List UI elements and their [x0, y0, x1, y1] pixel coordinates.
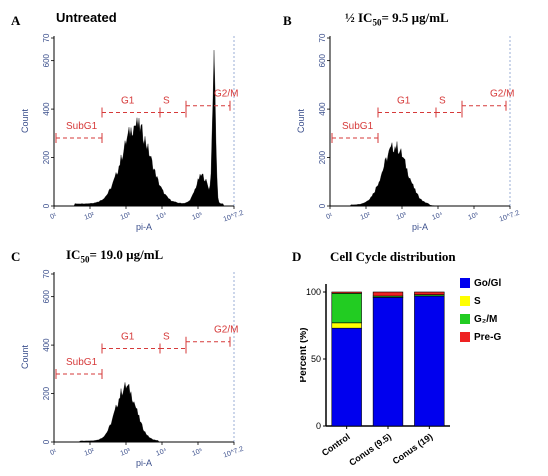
- histogram-area: [54, 50, 234, 207]
- x-tick-label: 10⁵: [467, 211, 480, 221]
- bar-segment-pre-g: [331, 291, 362, 294]
- x-axis-label: pi-A: [136, 222, 152, 232]
- y-tick-label: 0: [42, 439, 51, 444]
- y-axis-label: Count: [20, 109, 30, 134]
- legend-swatch: [460, 314, 470, 324]
- x-tick-label: 10²: [84, 447, 97, 457]
- histogram-area: [54, 382, 234, 443]
- y-axis-label: Count: [20, 345, 30, 370]
- x-tick-label: 10²: [360, 211, 373, 221]
- legend-label: Pre-G: [474, 332, 501, 343]
- y-tick-label: 70: [42, 33, 51, 42]
- panel-c-title-sub: 50: [80, 254, 90, 265]
- x-tick-label: 10⁵: [191, 211, 204, 221]
- bar-segment-go-gl: [414, 295, 445, 427]
- gate-label-s: S: [163, 96, 170, 107]
- histogram-area: [330, 141, 510, 207]
- panel-c-title-prefix: IC: [66, 247, 81, 262]
- y-axis-label: Count: [296, 109, 306, 134]
- y-axis-label: Percent (%): [300, 327, 309, 382]
- histogram-c: 0 200 400 600 70 Count 0¹ 10² 10³ 10⁴ 10⁵ 10^7.2 pi-…: [20, 269, 245, 468]
- x-tick-label: 10³: [120, 447, 133, 457]
- panel-letter-d: D: [292, 249, 302, 264]
- gate-label-s: S: [163, 332, 170, 343]
- y-tick-label: 400: [42, 338, 51, 352]
- panel-letter-b: B: [283, 13, 292, 28]
- bar-segment-go-gl: [331, 327, 362, 427]
- gate-label-subg1: SubG1: [66, 357, 98, 368]
- x-tick-label: Conus (19): [391, 431, 435, 466]
- gate-label-g2-m: G2/M: [214, 89, 238, 100]
- gate-label-g2-m: G2/M: [214, 325, 238, 336]
- y-tick-label: 400: [42, 102, 51, 116]
- y-tick-label: 600: [42, 289, 51, 303]
- y-tick-label: 0: [42, 203, 51, 208]
- x-tick-label: 10^7.2: [499, 210, 521, 224]
- panel-b-title-suffix: = 9.5 µg/mL: [381, 10, 449, 25]
- bar-segment-s: [331, 322, 362, 329]
- bar-segment-pre-g: [414, 291, 445, 295]
- y-tick-label: 600: [318, 53, 327, 67]
- gate-label-g1: G1: [121, 332, 135, 343]
- panel-letter-a: A: [11, 13, 21, 28]
- panel-letter-c: C: [11, 249, 21, 264]
- y-tick-label: 70: [42, 269, 51, 278]
- panel-c-title: IC50= 19.0 µg/mL: [66, 247, 163, 265]
- legend-label: G₂/M: [474, 314, 497, 325]
- legend-label: Go/Gl: [474, 278, 501, 289]
- y-tick-label: 0: [316, 421, 321, 431]
- x-tick-label: Control: [320, 431, 352, 458]
- y-tick-label: 400: [318, 102, 327, 116]
- x-tick-label: 10^7.2: [223, 210, 245, 224]
- panel-a-title: Untreated: [56, 10, 117, 25]
- y-tick-label: 200: [42, 150, 51, 164]
- panel-b-title-prefix: ½ IC: [345, 10, 373, 25]
- x-tick-label: 10⁴: [155, 211, 168, 221]
- x-tick-label: 10⁵: [191, 447, 204, 457]
- gate-label-subg1: SubG1: [66, 121, 98, 132]
- bar-segment-g2-m: [331, 293, 362, 324]
- y-tick-label: 200: [42, 386, 51, 400]
- x-tick-label: 10⁴: [155, 447, 168, 457]
- gate-label-g1: G1: [121, 96, 135, 107]
- x-tick-label: 10^7.2: [223, 446, 245, 460]
- x-tick-label: 10³: [396, 211, 409, 221]
- panel-b-title-sub: 50: [372, 17, 382, 28]
- x-tick-label: 0¹: [49, 448, 58, 457]
- x-tick-label: 0¹: [49, 212, 58, 221]
- bar-segment-pre-g: [372, 291, 404, 297]
- x-tick-label: 10⁴: [431, 211, 444, 221]
- gate-label-s: S: [439, 96, 446, 107]
- gate-label-subg1: SubG1: [342, 121, 374, 132]
- legend-swatch: [460, 278, 470, 288]
- bar-segment-go-gl: [372, 297, 404, 427]
- panel-d-title: Cell Cycle distribution: [330, 249, 456, 264]
- gate-label-g1: G1: [397, 96, 411, 107]
- panel-c-title-suffix: = 19.0 µg/mL: [89, 247, 164, 262]
- x-tick-label: Conus (9.5): [347, 431, 393, 467]
- histogram-b: 0 200 400 600 70 Count 0¹ 10² 10³ 10⁴ 10⁵ 10^7.2 pi-…: [296, 33, 521, 232]
- y-tick-label: 0: [318, 203, 327, 208]
- y-tick-label: 600: [42, 53, 51, 67]
- x-tick-label: 10²: [84, 211, 97, 221]
- x-axis-label: pi-A: [412, 222, 428, 232]
- x-tick-label: 10³: [120, 211, 133, 221]
- x-axis-label: pi-A: [136, 458, 152, 468]
- y-tick-label: 70: [318, 33, 327, 42]
- y-tick-label: 100: [306, 287, 321, 297]
- legend-swatch: [460, 296, 470, 306]
- gate-label-g2-m: G2/M: [490, 89, 514, 100]
- x-tick-label: 0¹: [325, 212, 334, 221]
- legend-label: S: [474, 296, 481, 307]
- panel-b-title: ½ IC50= 9.5 µg/mL: [345, 10, 449, 28]
- legend-swatch: [460, 332, 470, 342]
- histogram-a: 0 200 400 600 70 Count 0¹ 10² 10³ 10⁴ 10⁵ 10^7.2 pi-…: [20, 33, 245, 232]
- y-tick-label: 200: [318, 150, 327, 164]
- y-tick-label: 50: [311, 354, 321, 364]
